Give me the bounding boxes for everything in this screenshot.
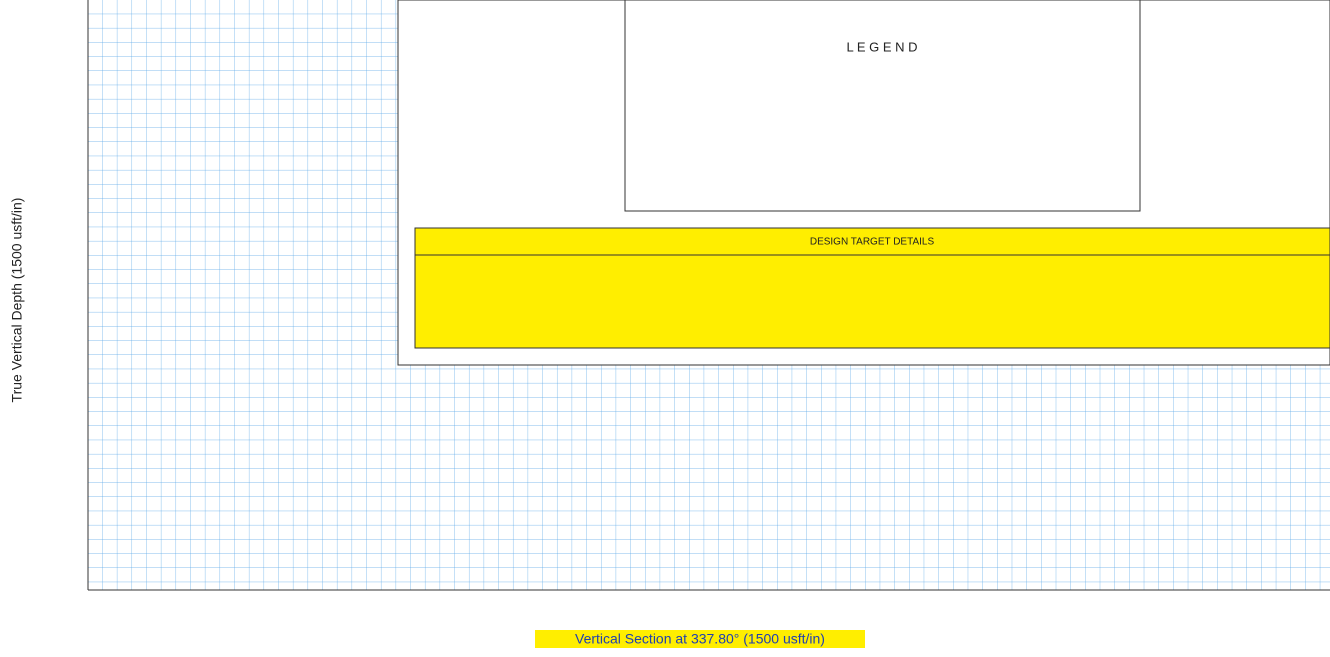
table-title: DESIGN TARGET DETAILS [810,237,935,248]
legend-title: L E G E N D [846,39,917,54]
y-axis-title: True Vertical Depth (1500 usft/in) [9,198,25,403]
legend-box [624,0,1141,212]
x-label-highlight [535,630,865,648]
table-box [414,227,1330,349]
x-axis-title: Vertical Section at 337.80° (1500 usft/i… [575,631,825,647]
